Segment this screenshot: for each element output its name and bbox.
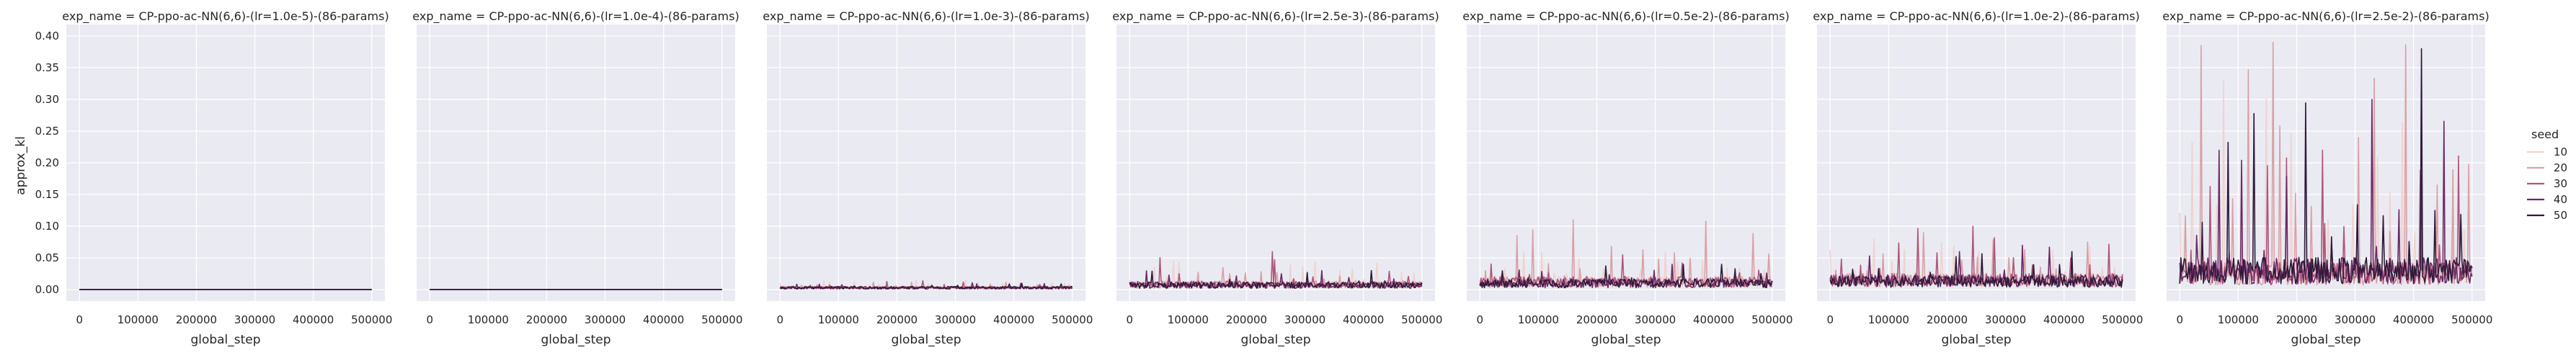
y-tick-label: 0.35 [35,61,59,74]
x-tick-label: 300000 [1284,313,1325,326]
x-tick-label: 500000 [701,313,742,326]
y-tick-label: 0.05 [35,251,59,264]
facet-title: exp_name = CP-ppo-ac-NN(6,6)-(lr=2.5e-2)… [2162,9,2489,24]
x-tick-label: 500000 [2451,313,2492,326]
x-tick-label: 500000 [351,313,392,326]
x-tick-label: 0 [1126,313,1133,326]
y-tick-label: 0.25 [35,125,59,138]
x-tick-label: 200000 [1927,313,1968,326]
x-tick-label: 100000 [1168,313,1209,326]
facet-panel: exp_name = CP-ppo-ac-NN(6,6)-(lr=1.0e-3)… [763,9,1093,347]
x-tick-label: 200000 [876,313,918,326]
x-tick-label: 200000 [176,313,217,326]
x-tick-label: 400000 [993,313,1034,326]
x-tick-label: 500000 [1401,313,1442,326]
series-line-seed-50 [2179,48,2473,284]
x-tick-label: 400000 [2043,313,2084,326]
x-axis-label: global_step [2291,333,2360,347]
y-tick-label: 0.30 [35,93,59,106]
x-axis-label: global_step [891,333,961,347]
x-tick-label: 0 [76,313,83,326]
facet-title: exp_name = CP-ppo-ac-NN(6,6)-(lr=2.5e-3)… [1112,9,1439,24]
x-tick-label: 0 [426,313,433,326]
facet-panel: exp_name = CP-ppo-ac-NN(6,6)-(lr=0.5e-2)… [1462,9,1793,347]
x-tick-label: 0 [1826,313,1834,326]
x-tick-label: 300000 [234,313,275,326]
x-tick-label: 400000 [1693,313,1734,326]
facet-panel: exp_name = CP-ppo-ac-NN(6,6)-(lr=2.5e-3)… [1112,9,1442,347]
y-tick-label: 0.15 [35,188,59,201]
y-tick-label: 0.40 [35,30,59,42]
legend: seed 10 20 30 40 50 [2527,127,2567,222]
x-tick-label: 200000 [1226,313,1267,326]
x-tick-label: 100000 [2218,313,2259,326]
facet-title: exp_name = CP-ppo-ac-NN(6,6)-(lr=1.0e-3)… [763,9,1089,24]
x-tick-label: 400000 [643,313,684,326]
facet-panel: exp_name = CP-ppo-ac-NN(6,6)-(lr=1.0e-2)… [1813,9,2143,347]
x-axis-label: global_step [541,333,610,347]
x-axis-label: global_step [190,333,260,347]
x-tick-label: 100000 [1518,313,1559,326]
x-tick-label: 400000 [293,313,334,326]
x-axis-label: global_step [1941,333,2011,347]
facet-panel: exp_name = CP-ppo-ac-NN(6,6)-(lr=2.5e-2)… [2162,9,2492,347]
x-tick-label: 100000 [468,313,509,326]
series-line-seed-50 [1129,269,1423,290]
legend-label: 20 [2554,161,2567,174]
x-tick-label: 300000 [1635,313,1676,326]
x-tick-label: 400000 [2393,313,2434,326]
x-tick-label: 100000 [1868,313,1909,326]
x-tick-label: 100000 [818,313,859,326]
legend-label: 40 [2554,193,2567,206]
x-tick-label: 200000 [1576,313,1617,326]
legend-title: seed [2531,127,2559,141]
x-axis-label: global_step [1240,333,1310,347]
x-tick-label: 300000 [1985,313,2026,326]
x-tick-label: 500000 [1052,313,1093,326]
x-tick-label: 200000 [2276,313,2317,326]
facet-panel: exp_name = CP-ppo-ac-NN(6,6)-(lr=1.0e-4)… [412,9,742,347]
legend-label: 30 [2554,177,2567,190]
facet-title: exp_name = CP-ppo-ac-NN(6,6)-(lr=1.0e-5)… [62,9,388,24]
y-tick-label: 0.10 [35,220,59,233]
series-line-seed-50 [1829,251,2123,288]
x-tick-label: 500000 [2102,313,2143,326]
x-tick-label: 0 [776,313,783,326]
x-axis-label: global_step [1591,333,1661,347]
legend-label: 50 [2554,209,2567,222]
x-tick-label: 0 [2176,313,2183,326]
series-line-seed-50 [779,282,1072,290]
x-tick-label: 300000 [935,313,976,326]
facet-title: exp_name = CP-ppo-ac-NN(6,6)-(lr=0.5e-2)… [1462,9,1789,24]
y-tick-label: 0.00 [35,283,59,296]
x-tick-label: 400000 [1343,313,1384,326]
x-tick-label: 300000 [585,313,626,326]
series-line-seed-50 [1479,264,1773,289]
x-tick-label: 300000 [2335,313,2376,326]
y-tick-label: 0.20 [35,156,59,169]
x-tick-label: 200000 [526,313,567,326]
y-axis-label: approx_kl [14,136,28,195]
facet-title: exp_name = CP-ppo-ac-NN(6,6)-(lr=1.0e-4)… [412,9,739,24]
facet-title: exp_name = CP-ppo-ac-NN(6,6)-(lr=1.0e-2)… [1813,9,2139,24]
facet-panel: exp_name = CP-ppo-ac-NN(6,6)-(lr=1.0e-5)… [35,9,393,347]
x-tick-label: 100000 [117,313,159,326]
x-tick-label: 500000 [1751,313,1793,326]
panels: exp_name = CP-ppo-ac-NN(6,6)-(lr=1.0e-5)… [35,9,2493,347]
legend-label: 10 [2554,145,2567,158]
x-tick-label: 0 [1476,313,1483,326]
